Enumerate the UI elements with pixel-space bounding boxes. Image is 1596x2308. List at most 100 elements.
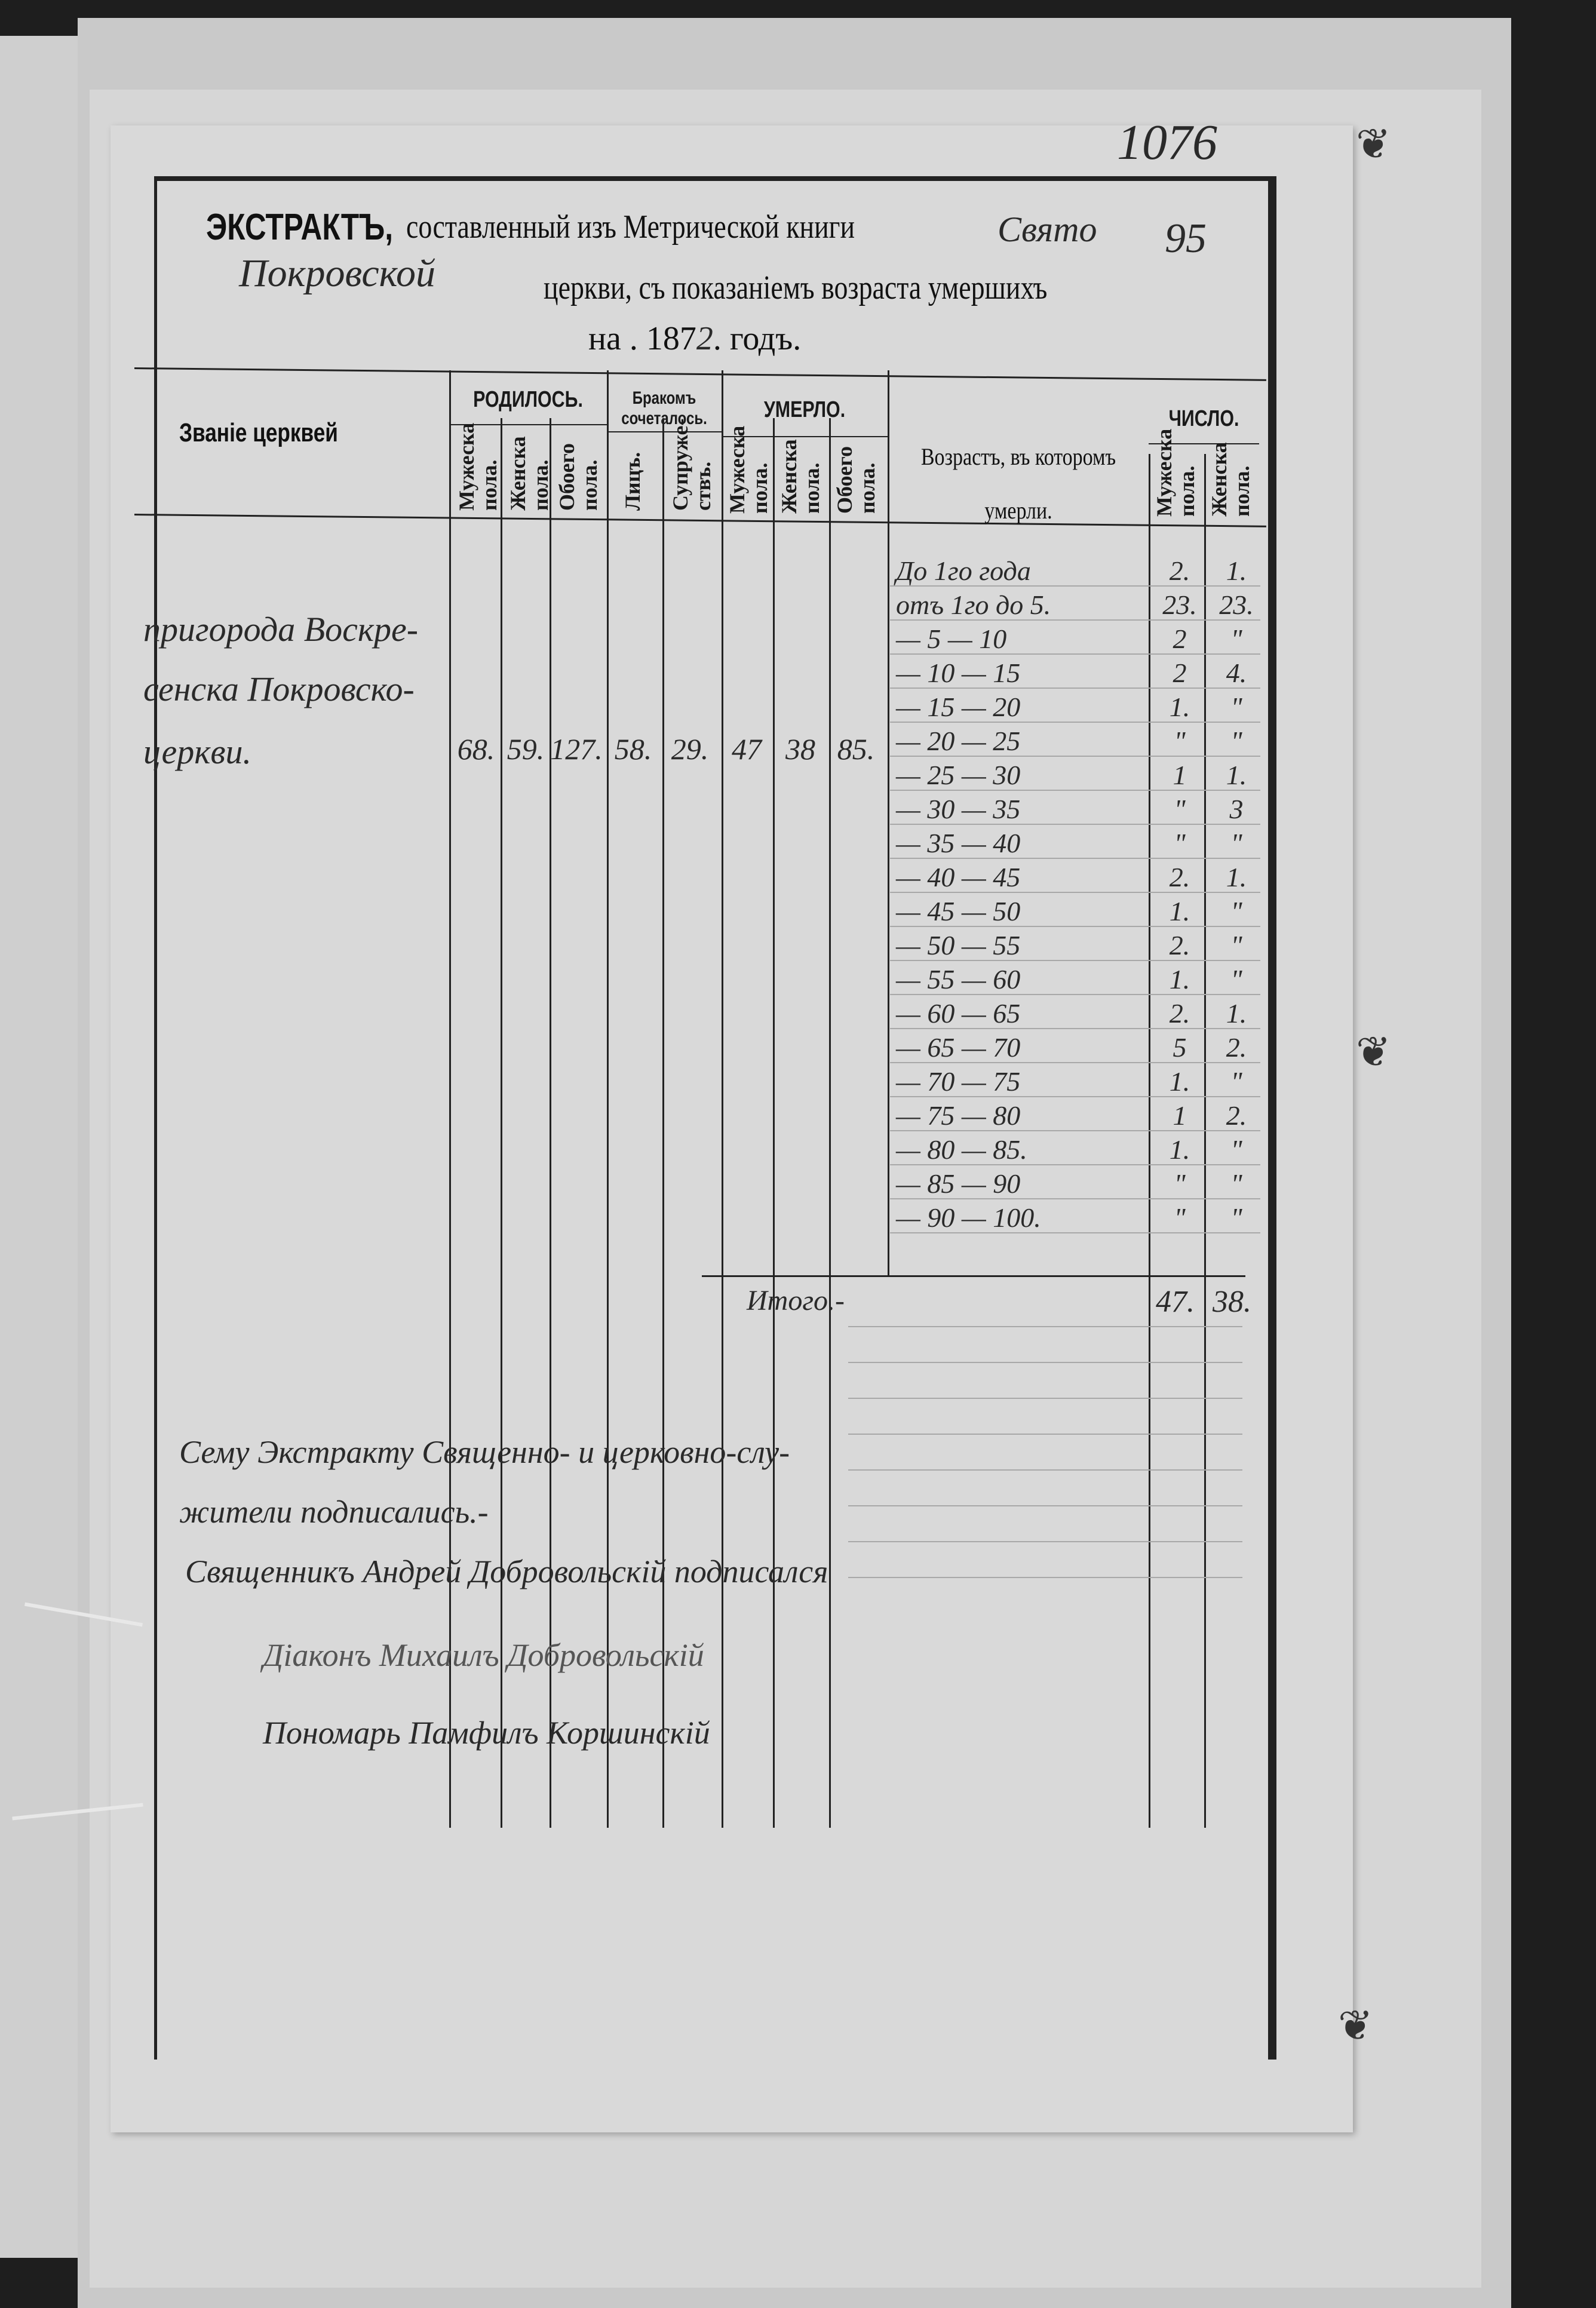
column-born-male: Мужеска пола. (455, 422, 501, 511)
age-row: — 30 — 35 " 3 (890, 791, 1266, 825)
church-name-line: пригорода Воскре- (143, 610, 419, 649)
document-title: ЭКСТРАКТЪ, (206, 207, 394, 248)
church-name-line: церкви. (143, 732, 251, 771)
age-count-male: 2. (1169, 930, 1190, 960)
age-range: — 35 — 40 (896, 828, 1021, 858)
age-range: — 55 — 60 (896, 964, 1021, 995)
column-line (449, 370, 451, 1828)
age-range: — 5 — 10 (896, 624, 1007, 654)
row-rule (890, 1130, 1260, 1131)
age-row: — 75 — 80 1 2. (890, 1097, 1266, 1131)
form-sheet (111, 125, 1353, 2132)
age-row: — 50 — 55 2. " (890, 927, 1266, 961)
age-range: — 70 — 75 (896, 1066, 1021, 1097)
born-group-line (449, 424, 607, 425)
ruled-line (848, 1577, 1242, 1578)
age-range: — 90 — 100. (896, 1202, 1041, 1233)
column-church: Званіе церквей (179, 418, 338, 447)
signature-sexton: Пономарь Памфилъ Коршинскій (263, 1715, 710, 1751)
age-count-female: " (1230, 624, 1242, 654)
age-range: — 80 — 85. (896, 1134, 1027, 1165)
row-rule (890, 994, 1260, 995)
age-row: — 55 — 60 1. " (890, 961, 1266, 995)
married-group-line (607, 431, 722, 432)
age-count-female: 2. (1226, 1100, 1247, 1131)
age-row: — 25 — 30 1 1. (890, 757, 1266, 791)
age-count-male: 5 (1173, 1032, 1187, 1063)
age-range: отъ 1го до 5. (896, 590, 1051, 620)
book-handwritten: Свято (997, 210, 1097, 249)
age-range: — 15 — 20 (896, 692, 1021, 722)
age-row: — 5 — 10 2 " (890, 621, 1266, 655)
signature-deacon: Діаконъ Михаилъ Добровольскій (263, 1637, 704, 1673)
age-count-female: 1. (1226, 998, 1247, 1029)
married-couples-value: 29. (671, 732, 709, 766)
ruled-line (848, 1362, 1242, 1363)
column-line (1149, 454, 1150, 1828)
header-line-2: церкви, съ показаніемъ возраста умершихъ (544, 269, 1048, 306)
row-rule (890, 722, 1260, 723)
column-age: Возрастъ, въ которомъ умерли. (920, 443, 1116, 524)
column-group-married: Бракомъ сочеталось. (621, 388, 707, 428)
age-row: До 1го года 2. 1. (890, 553, 1266, 587)
column-line (722, 370, 723, 1828)
column-line (550, 418, 551, 1828)
age-count-female: " (1230, 692, 1242, 722)
age-count-male: 1 (1173, 760, 1187, 790)
form-frame (154, 176, 1276, 2060)
age-count-male: 1. (1169, 896, 1190, 926)
age-count-female: " (1230, 1202, 1242, 1233)
totals-female: 38. (1213, 1285, 1251, 1319)
column-married-couples: Супруже-ствъ. (668, 418, 715, 511)
row-rule (890, 892, 1260, 893)
age-range: — 20 — 25 (896, 726, 1021, 756)
column-count-male: Мужеска пола. (1152, 428, 1199, 517)
age-count-female: 1. (1226, 862, 1247, 892)
age-count-male: " (1174, 726, 1186, 756)
column-line (1204, 454, 1206, 1828)
age-count-female: 1. (1226, 760, 1247, 790)
age-row: — 85 — 90 " " (890, 1165, 1266, 1199)
signature-priest: Священникъ Андрей Добровольскій подписал… (185, 1554, 828, 1589)
died-female-value: 38 (785, 732, 815, 766)
row-rule (890, 1198, 1260, 1199)
age-count-female: " (1230, 828, 1242, 858)
age-count-male: 2 (1173, 658, 1187, 688)
age-range: До 1го года (896, 555, 1031, 586)
died-male-value: 47 (732, 732, 762, 766)
age-count-female: " (1230, 896, 1242, 926)
age-range: — 85 — 90 (896, 1168, 1021, 1199)
row-rule (890, 858, 1260, 859)
row-rule (890, 790, 1260, 791)
totals-male: 47. (1156, 1285, 1195, 1319)
married-persons-value: 58. (614, 732, 652, 766)
row-rule (890, 653, 1260, 655)
count-group-line (1149, 443, 1259, 444)
certification-text: жители подписались.- (179, 1494, 489, 1530)
age-count-female: 23. (1219, 590, 1254, 620)
column-line (773, 418, 775, 1828)
column-born-female: Женска пола. (506, 436, 553, 511)
column-died-total: Обоего пола. (833, 446, 879, 514)
row-rule (890, 1232, 1260, 1233)
age-range: — 75 — 80 (896, 1100, 1021, 1131)
ornament-icon: ❦ (1356, 1030, 1391, 1076)
year-prefix: на . 187 (588, 320, 696, 357)
age-row: — 90 — 100. " " (890, 1199, 1266, 1233)
column-married-persons: Лицъ. (621, 452, 644, 511)
age-row: — 15 — 20 1. " (890, 689, 1266, 723)
age-count-male: 2. (1169, 862, 1190, 892)
age-range: — 45 — 50 (896, 896, 1021, 926)
ruled-line (848, 1326, 1242, 1327)
header-line-1: составленный изъ Метрической книги (406, 208, 855, 245)
age-count-male: 2. (1169, 998, 1190, 1029)
column-born-total: Обоего пола. (555, 443, 601, 511)
age-row: — 80 — 85. 1. " (890, 1131, 1266, 1165)
margin-number: 95 (1165, 216, 1207, 262)
age-range: — 65 — 70 (896, 1032, 1021, 1063)
church-name-line: сенска Покровско- (143, 670, 415, 708)
row-rule (890, 1096, 1260, 1097)
age-count-male: 1. (1169, 692, 1190, 722)
column-line (501, 418, 502, 1828)
row-rule (890, 926, 1260, 927)
